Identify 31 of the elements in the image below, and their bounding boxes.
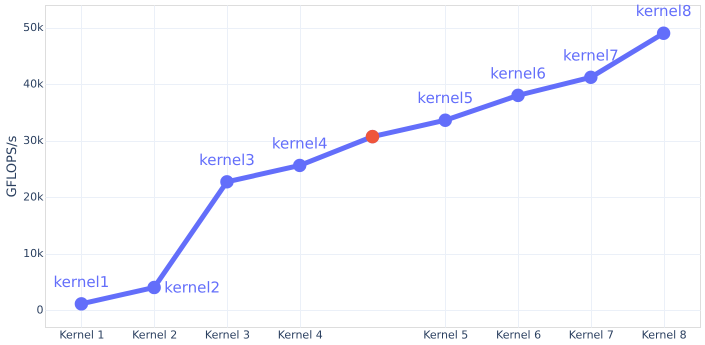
annotation: kernel5 [417,89,474,108]
y-tick-label: 30k [23,134,44,148]
x-tick-label: Kernel 1 [59,328,104,342]
point [220,175,234,189]
point [584,70,598,84]
y-tick-label: 0 [36,304,44,317]
y-tick-label: 50k [23,21,44,34]
annotation: kernel6 [490,64,546,82]
point [511,88,525,102]
x-tick-label: Kernel 7 [568,328,614,342]
point [147,280,161,294]
y-tick-label: 20k [23,190,44,204]
x-tick-label: Kernel 5 [423,328,468,342]
annotation: kernel1 [54,272,110,291]
x-tick-label: Kernel 3 [204,328,250,342]
point [74,297,88,311]
x-tick-label: Kernel 6 [496,328,542,342]
point [656,26,670,40]
annotation: kernel4 [272,134,328,152]
point [438,114,452,127]
x-tick-label: Kernel 8 [642,328,687,342]
x-tick-label: Kernel 2 [132,328,178,342]
annotation: kernel2 [164,278,220,296]
x-tick-label: Kernel 4 [278,328,323,342]
y-tick-label: 10k [23,247,44,260]
annotation: kernel3 [199,150,255,169]
point [293,158,306,172]
annotation: kernel8 [636,2,692,20]
y-tick-label: 40k [23,78,44,91]
annotation: kernel7 [562,46,619,64]
y-axis-title: GFLOPS/s [5,135,20,198]
